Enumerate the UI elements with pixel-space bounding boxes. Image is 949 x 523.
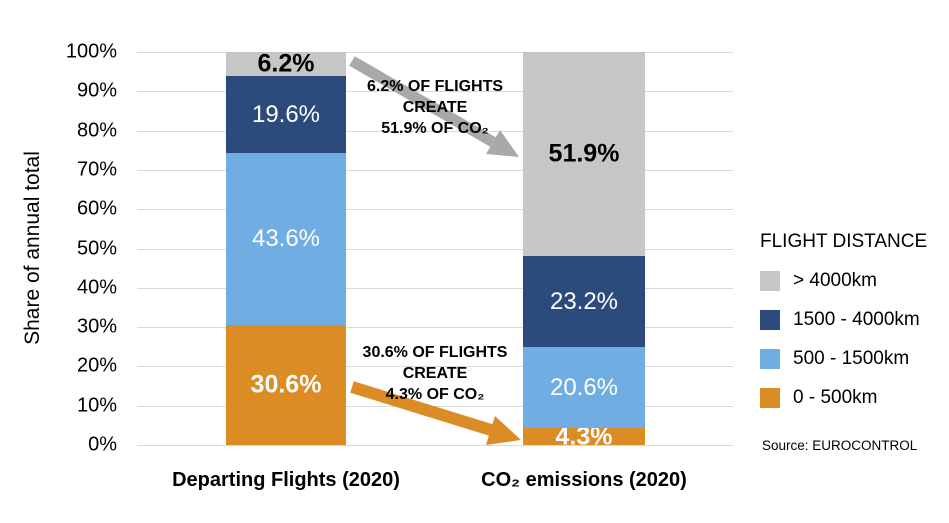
y-tick-label: 90% (76, 79, 117, 102)
plot-area: 30.6% 43.6% 19.6% 6.2% 4.3% 20.6% 23.2% 51.9% (137, 49, 733, 449)
legend-items: > 4000km 1500 - 4000km 500 - 1500km 0 - 500… (760, 270, 945, 408)
y-tick-label: 10% (76, 394, 117, 417)
legend-item-label: 1500 - 4000km (793, 309, 920, 330)
legend-item: 0 - 500km (760, 387, 945, 408)
bar-segment-label: 20.6% (549, 373, 619, 401)
annotation-line: 51.9% OF CO₂ (381, 120, 489, 137)
annotation-bottom: 30.6% OF FLIGHTS CREATE 4.3% OF CO₂ (363, 342, 508, 405)
bar-segment-label: 6.2% (257, 49, 315, 78)
bar-segment: 43.6% (226, 153, 346, 325)
bar-segment-label: 23.2% (549, 287, 619, 315)
bar-segment-label: 43.6% (251, 225, 321, 253)
legend-swatch (760, 349, 780, 369)
legend-item: 1500 - 4000km (760, 309, 945, 330)
legend-swatch (760, 388, 780, 408)
gridline (137, 248, 733, 250)
bar: 30.6% 43.6% 19.6% 6.2% (226, 49, 346, 445)
category-label: CO₂ emissions (2020) (481, 469, 687, 491)
gridline (137, 327, 733, 329)
category-label: Departing Flights (2020) (172, 469, 400, 491)
annotation-line: CREATE (402, 365, 468, 382)
annotation-line: CREATE (402, 99, 468, 116)
y-tick-label: 80% (76, 119, 117, 142)
gridline (137, 287, 733, 289)
y-tick-label: 20% (76, 354, 117, 377)
bar-segment: 19.6% (226, 76, 346, 154)
legend-item-label: 0 - 500km (793, 387, 878, 408)
annotation-line: 6.2% OF FLIGHTS (366, 78, 504, 95)
bar-segment-label: 30.6% (250, 370, 322, 399)
y-tick-label: 100% (65, 40, 117, 63)
y-tick-label: 30% (76, 315, 117, 338)
gridline (137, 169, 733, 171)
bar-segment: 4.3% (523, 424, 645, 449)
annotation-line: 4.3% OF CO₂ (385, 386, 485, 403)
bar: 4.3% 20.6% 23.2% 51.9% (523, 52, 645, 449)
bar-segment: 30.6% (226, 324, 346, 445)
legend-swatch (760, 271, 780, 291)
gridline (137, 209, 733, 211)
y-tick-label: 70% (76, 158, 117, 181)
legend-item-label: 500 - 1500km (793, 348, 910, 369)
y-tick-label: 40% (76, 276, 117, 299)
bar-segment-label: 19.6% (251, 100, 321, 128)
y-tick-label: 50% (76, 237, 117, 259)
bar-segment: 6.2% (226, 49, 346, 78)
legend-swatch (760, 310, 780, 330)
legend-item: > 4000km (760, 270, 945, 291)
bar-segment: 20.6% (523, 347, 645, 429)
bar-segment-label: 51.9% (548, 139, 620, 168)
annotation-top: 6.2% OF FLIGHTS CREATE 51.9% OF CO₂ (367, 76, 503, 139)
source-credit: Source: EUROCONTROL (762, 438, 918, 453)
legend-item: 500 - 1500km (760, 348, 945, 369)
y-tick-label: 60% (76, 197, 117, 220)
legend-item-label: > 4000km (793, 270, 877, 291)
bar-segment: 51.9% (523, 52, 645, 256)
bar-segment: 23.2% (523, 255, 645, 348)
y-tick-label: 0% (88, 433, 117, 456)
legend: FLIGHT DISTANCE > 4000km 1500 - 4000km 500… (760, 231, 945, 427)
gridline (137, 52, 733, 53)
gridline (137, 366, 733, 368)
annotation-line: 30.6% OF FLIGHTS (362, 344, 508, 361)
legend-title: FLIGHT DISTANCE (760, 231, 928, 252)
gridline (137, 445, 733, 446)
